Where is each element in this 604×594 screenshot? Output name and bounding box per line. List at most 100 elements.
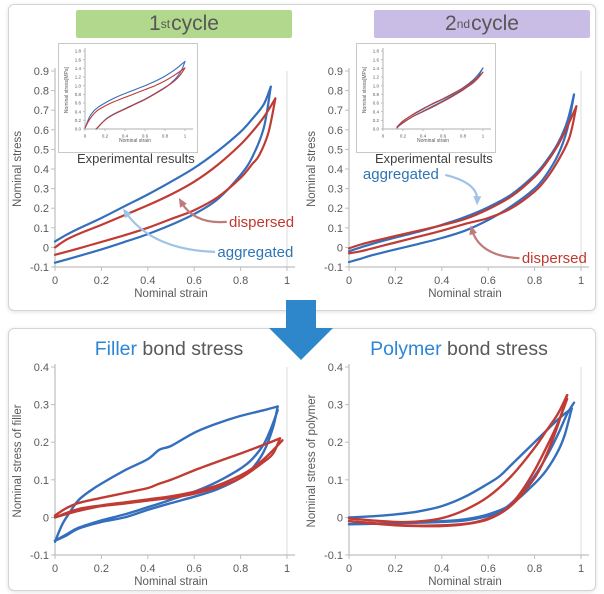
svg-text:0.8: 0.8 (527, 563, 542, 575)
polymer-title-rest: bond stress (441, 338, 548, 360)
svg-text:0.4: 0.4 (75, 109, 82, 114)
svg-text:Nominal stress of polymer: Nominal stress of polymer (306, 394, 318, 527)
svg-text:0.5: 0.5 (34, 144, 49, 156)
svg-text:-0.1: -0.1 (30, 262, 49, 274)
svg-text:Nominal stress: Nominal stress (306, 131, 318, 207)
svg-text:0.6: 0.6 (75, 101, 82, 106)
svg-text:0.4: 0.4 (122, 134, 129, 139)
cycle2-inset-svg: 0 0.2 0.4 0.6 0.8 1 0.0 0.2 0.4 0.6 0.8 1.0 1.2 1.4 1.… (362, 48, 491, 144)
svg-text:1: 1 (284, 563, 290, 575)
svg-text:-0.1: -0.1 (324, 550, 343, 562)
svg-text:0.4: 0.4 (140, 563, 155, 575)
svg-text:0.2: 0.2 (94, 563, 109, 575)
svg-text:-0.1: -0.1 (30, 550, 49, 562)
svg-text:0.2: 0.2 (373, 118, 380, 123)
svg-text:1: 1 (482, 134, 485, 139)
svg-text:0.8: 0.8 (373, 92, 380, 97)
svg-text:0.4: 0.4 (328, 362, 343, 374)
svg-text:1.8: 1.8 (373, 49, 380, 54)
svg-text:0: 0 (52, 275, 58, 287)
cycle2-main-svg: 0 0.2 0.4 0.6 0.8 1-0.100.10.20.30.40.50.60.7… (306, 66, 589, 300)
filler-title: Filler bond stress (34, 338, 304, 361)
svg-text:0.8: 0.8 (527, 275, 542, 287)
svg-text:0.6: 0.6 (34, 125, 49, 137)
svg-text:0.8: 0.8 (460, 134, 467, 139)
cycle2-chart: 0 0.2 0.4 0.6 0.8 1 -0.1 0 0.1 0.2 0.3 0.4 0.5 0.6 0.7… (305, 39, 597, 311)
svg-text:0.6: 0.6 (142, 134, 149, 139)
cycle2-header-rest: cycle (471, 12, 519, 35)
svg-text:0.8: 0.8 (162, 134, 169, 139)
svg-text:0.1: 0.1 (34, 223, 49, 235)
polymer-chart: 0 0.2 0.4 0.6 0.8 1 -0.1 0 0.1 0.2 0.3 0.4 Nominal s… (305, 353, 597, 593)
svg-text:Nominal stress: Nominal stress (12, 131, 24, 207)
svg-text:Nominal strain: Nominal strain (417, 138, 449, 144)
svg-text:0.4: 0.4 (373, 109, 380, 114)
svg-text:0: 0 (84, 134, 87, 139)
svg-text:0: 0 (346, 275, 352, 287)
svg-text:0.5: 0.5 (328, 144, 343, 156)
svg-text:0.6: 0.6 (328, 125, 343, 137)
svg-text:Nominal strain: Nominal strain (134, 288, 208, 300)
cycle1-inset-chart: 0 0.2 0.4 0.6 0.8 1 0.0 0.2 0.4 0.6 0.8 1.0 1.2 1.4 1.… (59, 44, 197, 152)
svg-text:0.6: 0.6 (187, 563, 202, 575)
svg-text:0.4: 0.4 (420, 134, 427, 139)
polymer-title: Polymer bond stress (324, 338, 594, 361)
bond-stress-panel: Filler bond stress Polymer bond stress 0… (8, 328, 596, 591)
svg-text:0.8: 0.8 (233, 563, 248, 575)
svg-text:1: 1 (578, 275, 584, 287)
svg-text:0: 0 (337, 242, 343, 254)
svg-text:0.6: 0.6 (373, 101, 380, 106)
svg-text:0.2: 0.2 (34, 203, 49, 215)
svg-text:0.4: 0.4 (34, 164, 49, 176)
svg-text:-0.1: -0.1 (324, 262, 343, 274)
svg-text:0.8: 0.8 (233, 275, 248, 287)
cycle2-header-num: 2 (445, 12, 457, 35)
svg-text:0.4: 0.4 (434, 563, 449, 575)
cycle2-inset-box: 0 0.2 0.4 0.6 0.8 1 0.0 0.2 0.4 0.6 0.8 1.0 1.2 1.4 1.… (356, 43, 496, 153)
svg-text:0.2: 0.2 (400, 134, 407, 139)
svg-text:0.7: 0.7 (34, 105, 49, 117)
svg-text:0.3: 0.3 (34, 400, 49, 412)
cycle1-inset-caption: Experimental results (77, 151, 195, 166)
svg-text:0.2: 0.2 (34, 437, 49, 449)
svg-text:0: 0 (382, 134, 385, 139)
svg-text:0.6: 0.6 (481, 275, 496, 287)
svg-text:0: 0 (43, 242, 49, 254)
svg-text:0.7: 0.7 (328, 105, 343, 117)
svg-text:1.0: 1.0 (373, 83, 380, 88)
svg-text:Nominal strain: Nominal strain (134, 576, 208, 588)
svg-text:0.4: 0.4 (140, 275, 155, 287)
svg-text:1.6: 1.6 (75, 57, 82, 62)
cycle1-inset-svg: 0 0.2 0.4 0.6 0.8 1 0.0 0.2 0.4 0.6 0.8 1.0 1.2 1.4 1.… (64, 48, 193, 144)
svg-text:0: 0 (346, 563, 352, 575)
svg-text:0.0: 0.0 (75, 127, 82, 132)
svg-text:0.8: 0.8 (328, 86, 343, 98)
svg-text:1.8: 1.8 (75, 49, 82, 54)
cycle1-header-rest: cycle (171, 12, 219, 35)
svg-text:0.2: 0.2 (388, 275, 403, 287)
svg-text:0.2: 0.2 (94, 275, 109, 287)
svg-text:0: 0 (43, 512, 49, 524)
svg-text:0.1: 0.1 (328, 475, 343, 487)
cycle1-header-num: 1 (149, 12, 161, 35)
svg-text:0.9: 0.9 (34, 66, 49, 78)
svg-text:aggregated: aggregated (217, 244, 293, 261)
svg-text:Nominal strain: Nominal strain (428, 576, 502, 588)
svg-text:0.6: 0.6 (440, 134, 447, 139)
svg-text:dispersed: dispersed (522, 250, 587, 267)
cycle2-inset-caption: Experimental results (375, 151, 493, 166)
svg-text:0.2: 0.2 (388, 563, 403, 575)
svg-text:0.3: 0.3 (328, 184, 343, 196)
svg-text:0.8: 0.8 (75, 92, 82, 97)
svg-text:0.6: 0.6 (187, 275, 202, 287)
svg-text:Nominal strain: Nominal strain (119, 138, 151, 144)
svg-text:0.8: 0.8 (34, 86, 49, 98)
svg-text:0.2: 0.2 (328, 437, 343, 449)
svg-text:0.6: 0.6 (481, 563, 496, 575)
svg-text:0.4: 0.4 (434, 275, 449, 287)
svg-text:1: 1 (184, 134, 187, 139)
svg-text:0.3: 0.3 (34, 184, 49, 196)
